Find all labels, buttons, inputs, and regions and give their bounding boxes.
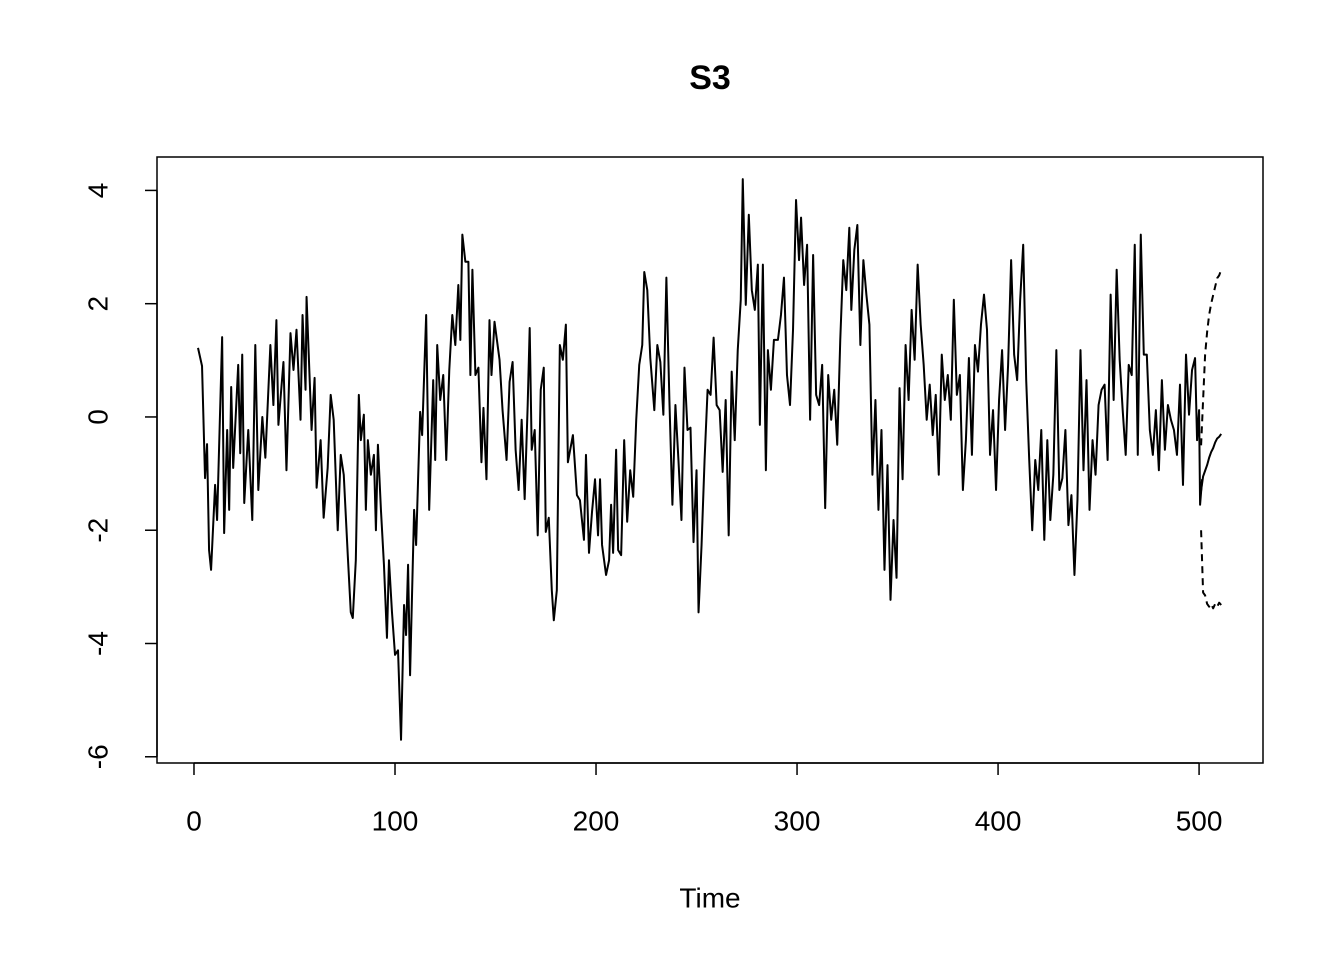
y-tick-label: 4	[82, 183, 113, 199]
y-tick-label: 0	[82, 409, 113, 425]
x-tick-label: 500	[1176, 805, 1223, 836]
x-tick-label: 100	[372, 805, 419, 836]
y-tick-label: -4	[82, 631, 113, 656]
x-tick-label: 300	[774, 805, 821, 836]
y-tick-label: 2	[82, 296, 113, 312]
interval-line	[1200, 530, 1222, 610]
chart-title: S3	[689, 59, 731, 97]
x-tick-label: 0	[186, 805, 202, 836]
interval-line	[1200, 269, 1223, 446]
y-tick-label: -6	[82, 744, 113, 769]
x-axis-label: Time	[679, 882, 740, 913]
series-line	[197, 178, 1204, 741]
y-tick-label: -2	[82, 518, 113, 543]
x-tick-label: 200	[573, 805, 620, 836]
series-line	[1200, 433, 1223, 491]
x-tick-label: 400	[975, 805, 1022, 836]
